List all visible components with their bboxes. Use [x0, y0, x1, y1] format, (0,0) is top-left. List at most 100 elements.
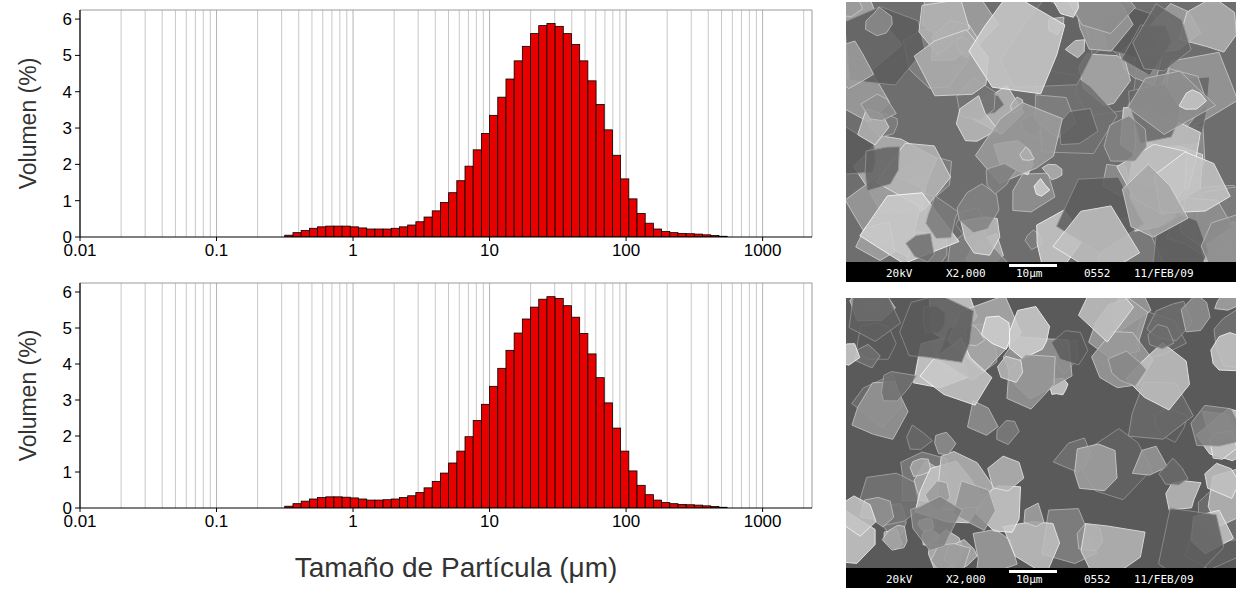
bar — [662, 232, 670, 237]
sem-particle — [1191, 405, 1236, 446]
bar — [621, 451, 629, 508]
minor-grid-line — [435, 10, 436, 237]
minor-grid-line — [195, 10, 196, 237]
bar — [588, 354, 596, 508]
x-axis-title: Tamaño de Partícula (μm) — [295, 552, 618, 583]
bar — [563, 306, 571, 508]
bar — [506, 79, 514, 237]
sem-particle — [1159, 508, 1224, 568]
minor-grid-line — [195, 283, 196, 508]
chart-panel: 01234560.010.11101001000Volumen (%)Tamañ… — [15, 283, 812, 583]
y-tick-label: 3 — [63, 391, 72, 410]
minor-grid-line — [435, 283, 436, 508]
minor-grid-line — [203, 10, 204, 237]
bar — [375, 500, 383, 508]
minor-grid-line — [257, 10, 258, 237]
bar — [424, 488, 432, 508]
minor-grid-line — [732, 283, 733, 508]
bar — [367, 229, 375, 237]
bar — [326, 226, 334, 237]
sem-particle — [1108, 351, 1147, 386]
sem-particle — [861, 94, 896, 121]
minor-grid-line — [749, 283, 750, 508]
sem-particle — [1052, 331, 1088, 365]
minor-grid-line — [121, 10, 122, 237]
bar — [334, 497, 342, 508]
bar — [399, 227, 407, 237]
bar — [490, 115, 498, 237]
bar — [637, 485, 645, 508]
bar — [481, 404, 489, 508]
sem-particle — [1133, 4, 1191, 71]
minor-grid-line — [346, 283, 347, 508]
minor-grid-line — [749, 10, 750, 237]
bar — [473, 150, 481, 237]
bar — [670, 504, 678, 508]
frame-top — [80, 10, 812, 11]
minor-grid-line — [162, 283, 163, 508]
minor-grid-line — [298, 10, 299, 237]
sem-particle — [1013, 173, 1055, 212]
y-tick — [75, 200, 80, 201]
bars — [285, 23, 727, 237]
bar — [514, 61, 522, 237]
sem-particle — [1179, 90, 1206, 109]
y-tick-label: 1 — [63, 192, 72, 211]
bar — [571, 317, 579, 508]
sem-particle — [1215, 298, 1236, 310]
bar — [539, 26, 547, 237]
bar — [293, 504, 301, 508]
sem-particle — [1201, 215, 1236, 262]
bar — [563, 34, 571, 237]
sem-particle — [1009, 307, 1049, 359]
grid-line — [353, 283, 354, 508]
sem-particle — [860, 193, 959, 262]
y-tick — [75, 472, 80, 473]
minor-grid-line — [418, 10, 419, 237]
sem-particle — [1181, 298, 1210, 332]
bar — [629, 199, 637, 237]
y-tick-label: 5 — [63, 319, 72, 338]
minor-grid-line — [721, 283, 722, 508]
minor-grid-line — [803, 283, 804, 508]
y-tick — [75, 436, 80, 437]
bar — [457, 451, 465, 508]
minor-grid-line — [210, 283, 211, 508]
x-tick-label: 1 — [348, 241, 357, 260]
sem-particle — [1079, 298, 1134, 342]
y-axis-line — [79, 283, 80, 508]
bar — [399, 498, 407, 508]
bars — [285, 297, 727, 508]
y-tick-label: 3 — [63, 119, 72, 138]
sem-particle — [1122, 164, 1188, 237]
x-tick-label: 1 — [348, 512, 357, 531]
caption-text: 20kV — [886, 267, 913, 280]
sem-particle — [906, 233, 934, 262]
grid-line — [80, 10, 81, 237]
bar — [473, 421, 481, 508]
sem-particle — [1159, 458, 1188, 485]
sem-particle — [1034, 179, 1050, 197]
y-axis-title: Volumen (%) — [15, 58, 41, 190]
bar — [391, 499, 399, 508]
bar — [645, 495, 653, 508]
bar — [506, 350, 514, 508]
bar — [514, 333, 522, 508]
bar — [432, 211, 440, 237]
chart-panel: 01234560.010.11101001000Volumen (%) — [15, 10, 812, 260]
bar — [350, 227, 358, 237]
frame-right — [812, 10, 813, 237]
caption-text: X2,000 — [946, 573, 986, 586]
sem-particle — [907, 425, 933, 449]
y-tick — [75, 508, 80, 509]
minor-grid-line — [311, 283, 312, 508]
y-tick — [75, 19, 80, 20]
figure: 01234560.010.11101001000Volumen (%)01234… — [0, 0, 1241, 591]
bar — [465, 166, 473, 237]
bar — [547, 23, 555, 237]
minor-grid-line — [691, 283, 692, 508]
bar — [670, 233, 678, 237]
bar — [596, 378, 604, 508]
sem-particle — [1211, 333, 1236, 371]
minor-grid-line — [311, 10, 312, 237]
